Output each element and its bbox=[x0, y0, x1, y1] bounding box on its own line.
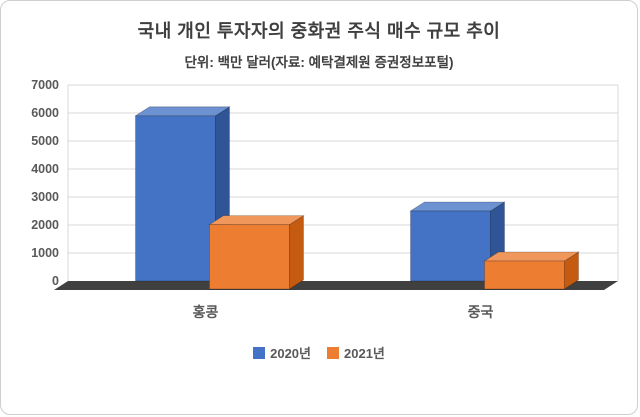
y-tick-label: 1000 bbox=[31, 246, 59, 260]
bar-2020년-홍콩-front-face bbox=[135, 115, 216, 282]
bar-2021년-중국-front-face bbox=[484, 260, 565, 290]
bar-2020년-홍콩-top-face bbox=[134, 106, 231, 117]
chart-floor bbox=[54, 281, 618, 290]
y-tick-label: 3000 bbox=[31, 190, 59, 204]
bar-2021년-홍콩-side-face bbox=[289, 214, 304, 290]
bar-2021년-중국-top-face bbox=[483, 251, 580, 262]
y-tick-label: 4000 bbox=[31, 162, 59, 176]
legend-item-2020년: 2020년 bbox=[253, 343, 311, 362]
bar-2020년-중국-top-face bbox=[409, 201, 506, 212]
bar-2021년-홍콩 bbox=[208, 214, 305, 290]
bar-2021년-홍콩-top-face bbox=[208, 215, 305, 226]
chart-legend: 2020년 2021년 bbox=[1, 343, 637, 362]
category-label-중국: 중국 bbox=[468, 304, 494, 320]
legend-swatch-2021년 bbox=[327, 346, 339, 359]
legend-label-2020년: 2020년 bbox=[270, 346, 311, 361]
chart-svg: 0 1000 2000 3000 4000 5000 6000 7000 홍콩 중국 bbox=[31, 78, 619, 320]
bar-2021년-중국 bbox=[483, 251, 580, 290]
chart-plot-area: 0 1000 2000 3000 4000 5000 6000 7000 홍콩 중국 bbox=[10, 77, 630, 337]
bar-2020년-홍콩 bbox=[134, 106, 231, 282]
y-tick-label: 5000 bbox=[31, 134, 59, 148]
y-tick-label: 6000 bbox=[31, 106, 59, 120]
y-tick-label: 7000 bbox=[31, 78, 59, 92]
bar-2020년-중국-front-face bbox=[410, 210, 491, 282]
y-tick-label: 2000 bbox=[31, 218, 59, 232]
legend-item-2021년: 2021년 bbox=[327, 343, 385, 362]
bar-2021년-홍콩-front-face bbox=[209, 224, 290, 290]
legend-label-2021년: 2021년 bbox=[344, 346, 385, 361]
chart-subtitle: 단위: 백만 달러(자료: 예탁결제원 증권정보포털) bbox=[184, 55, 454, 70]
category-label-홍콩: 홍콩 bbox=[193, 304, 219, 320]
legend-swatch-2020년 bbox=[253, 346, 266, 359]
y-tick-label: 0 bbox=[52, 274, 59, 288]
chart-title: 국내 개인 투자자의 중화권 주식 매수 규모 추이 bbox=[137, 21, 501, 41]
